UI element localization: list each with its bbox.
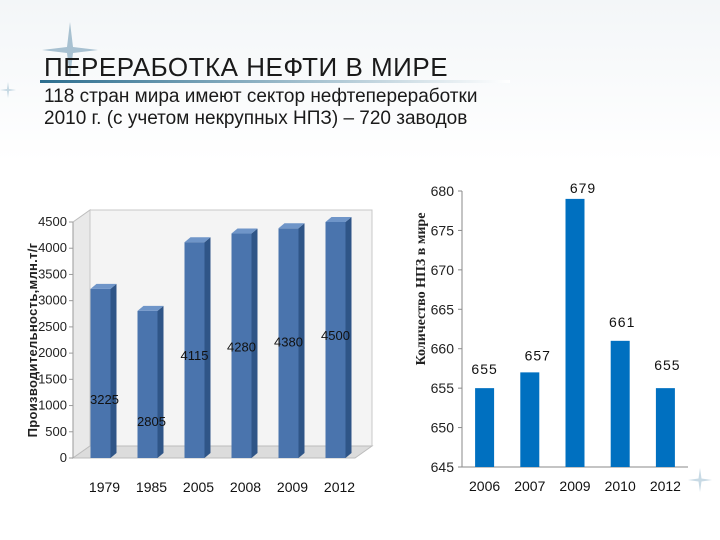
y-tick-label: 1500: [38, 371, 67, 386]
bar: [475, 388, 495, 467]
y-tick-label: 4000: [38, 240, 67, 255]
bar: [231, 228, 258, 458]
y-tick-label: 655: [431, 380, 455, 396]
slide-title: ПЕРЕРАБОТКА НЕФТИ В МИРЕ: [44, 52, 449, 82]
x-tick-label: 1985: [136, 479, 167, 495]
sparkle-star-icon: [42, 22, 98, 78]
slide-subtitle: 118 стран мира имеют сектор нефтеперераб…: [44, 86, 477, 130]
x-tick-label: 2012: [324, 479, 355, 495]
x-tick-label: 2009: [559, 478, 590, 494]
y-tick-label: 3000: [38, 293, 67, 308]
data-label: 655: [654, 357, 680, 373]
bar-top: [231, 228, 258, 234]
bar-side: [110, 283, 117, 458]
data-label: 657: [525, 347, 551, 363]
refinery-count-chart: 645 650 655 660 665 670 675 680 655 2006 657 2007 67…: [410, 175, 710, 510]
y-tick-label: 680: [431, 183, 455, 199]
bar-side: [204, 237, 211, 458]
y-tick-label: 4500: [38, 214, 67, 229]
bar: [90, 283, 117, 458]
title-underline: [40, 80, 510, 83]
data-label: 3225: [90, 392, 119, 407]
data-label: 655: [471, 361, 497, 377]
y-tick-label: 2500: [38, 319, 67, 334]
subtitle-line-1: 118 стран мира имеют сектор нефтеперераб…: [44, 86, 478, 107]
data-label: 2805: [137, 414, 166, 429]
data-label: 4380: [274, 334, 303, 349]
bar-top: [90, 283, 117, 289]
bar-top: [278, 223, 305, 229]
data-label: 661: [609, 314, 635, 330]
y-tick-label: 670: [431, 262, 455, 278]
bar-front: [325, 222, 346, 458]
y-axis-title: Количество НПЗ в мире: [414, 213, 429, 366]
y-tick-label: 675: [431, 222, 455, 238]
bar-front: [278, 228, 299, 458]
sparkle-star-small-icon: [0, 82, 16, 98]
y-tick-label: 3500: [38, 266, 67, 281]
x-tick-label: 2005: [183, 479, 214, 495]
bar-front: [90, 288, 111, 458]
bar-top: [184, 237, 211, 243]
bar-side: [251, 228, 258, 458]
bar-side: [298, 223, 305, 458]
bar-front: [231, 233, 252, 458]
bar: [520, 372, 540, 467]
bar: [278, 223, 305, 458]
back-wall: [89, 209, 373, 447]
data-label: 679: [570, 180, 596, 196]
bar: [655, 388, 675, 467]
bar-top: [325, 217, 352, 222]
capacity-chart: 0 500 1000 1500 2000 2500 3000 3500 4000 4500 3225…: [20, 180, 400, 510]
y-tick-label: 665: [431, 301, 455, 317]
bar-side: [345, 217, 352, 458]
y-tick-label: 2000: [38, 345, 67, 360]
sparkle-star-corner-icon: [688, 468, 712, 492]
x-tick-label: 2007: [514, 478, 545, 494]
data-label: 4280: [227, 340, 256, 355]
bar: [610, 340, 630, 467]
x-tick-label: 2010: [605, 478, 636, 494]
subtitle-line-2: 2010 г. (с учетом некрупных НПЗ) – 720 з…: [44, 108, 468, 129]
y-tick-label: 645: [431, 459, 455, 475]
x-tick-label: 2006: [469, 478, 500, 494]
bar-side: [157, 305, 164, 458]
x-tick-label: 1979: [89, 479, 120, 495]
bar: [137, 305, 164, 458]
y-axis-title: Производительность,млн.т/г: [25, 242, 40, 437]
x-tick-label: 2008: [230, 479, 261, 495]
x-tick-label: 2009: [277, 479, 308, 495]
y-tick-label: 1000: [38, 398, 67, 413]
y-tick-label: 500: [45, 424, 67, 439]
bar: [184, 237, 211, 458]
x-tick-label: 2012: [650, 478, 681, 494]
bar-front: [137, 310, 158, 458]
bar-top: [137, 305, 164, 311]
y-tick-label: 0: [60, 450, 67, 465]
bar-front: [184, 242, 205, 458]
bar: [325, 217, 352, 458]
data-label: 4500: [321, 328, 350, 343]
side-wall: [72, 209, 91, 459]
y-tick-label: 660: [431, 341, 455, 357]
y-tick-label: 650: [431, 420, 455, 436]
bar: [565, 198, 585, 467]
data-label: 4115: [181, 348, 209, 363]
